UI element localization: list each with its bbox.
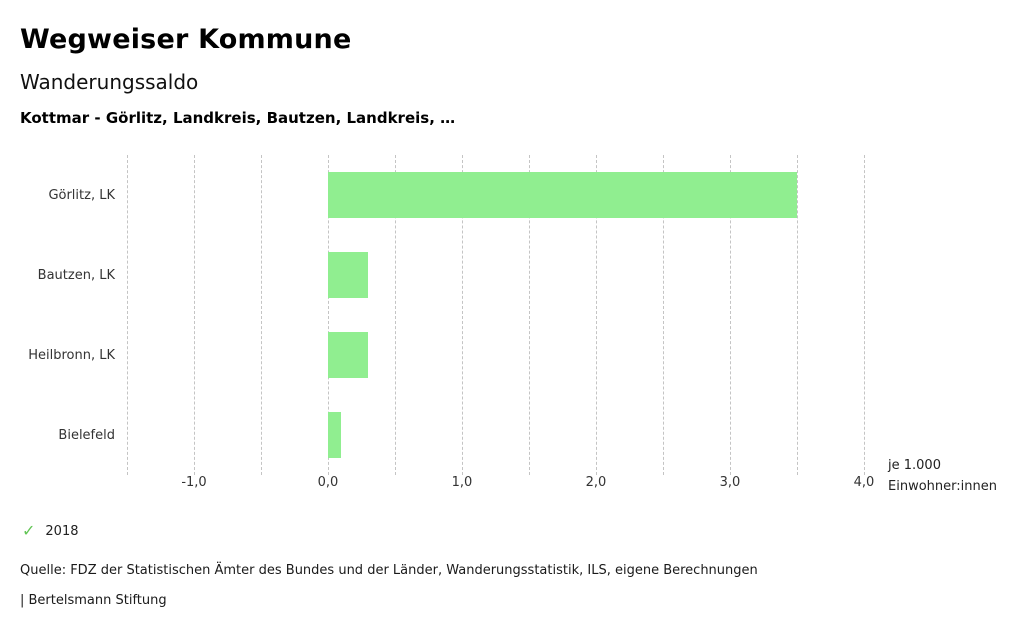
bar[interactable] <box>328 412 342 458</box>
check-icon[interactable]: ✓ <box>22 521 36 540</box>
gridline <box>261 155 262 475</box>
gridline <box>194 155 195 475</box>
gridline <box>663 155 664 475</box>
chart-title: Wanderungssaldo <box>20 70 199 94</box>
legend: ✓ 2018 <box>22 523 1004 539</box>
grid-layer <box>127 155 865 475</box>
gridline <box>730 155 731 475</box>
gridline <box>462 155 463 475</box>
category-label: Bautzen, LK <box>37 267 115 283</box>
gridline <box>328 155 329 475</box>
legend-year-label[interactable]: 2018 <box>45 523 79 539</box>
bar-track <box>127 332 864 378</box>
chart-row: Bautzen, LK <box>20 235 1004 315</box>
gridline <box>596 155 597 475</box>
x-tick-label: 0,0 <box>317 475 339 490</box>
axis-unit-line1: je 1.000 <box>888 458 941 473</box>
bar-chart: Görlitz, LK Bautzen, LK Heilbronn, LK Biele… <box>20 155 1004 505</box>
gridline <box>797 155 798 475</box>
x-tick-label: -1,0 <box>181 475 207 490</box>
chart-row: Görlitz, LK <box>20 155 1004 235</box>
axis-unit-line2: Einwohner:innen <box>888 479 997 494</box>
bar-track <box>127 412 864 458</box>
bar[interactable] <box>328 172 797 218</box>
gridline <box>864 155 865 475</box>
chart-row: Heilbronn, LK <box>20 315 1004 395</box>
category-label: Heilbronn, LK <box>28 347 115 363</box>
chart-rows: Görlitz, LK Bautzen, LK Heilbronn, LK Biele… <box>20 155 1004 475</box>
gridline <box>395 155 396 475</box>
source-text: Quelle: FDZ der Statistischen Ämter des … <box>20 563 758 578</box>
chart-selection-subtitle: Kottmar - Görlitz, Landkreis, Bautzen, L… <box>20 109 456 127</box>
category-label: Görlitz, LK <box>48 187 115 203</box>
x-tick-label: 4,0 <box>853 475 875 490</box>
branding-text: | Bertelsmann Stiftung <box>20 593 167 608</box>
gridline <box>127 155 128 475</box>
page-title: Wegweiser Kommune <box>20 24 352 55</box>
x-axis-ticks: -1,0 0,0 1,0 2,0 3,0 4,0 <box>127 475 874 491</box>
bar-track <box>127 172 864 218</box>
gridline <box>529 155 530 475</box>
axis-unit-label: je 1.000 Einwohner:innen <box>888 455 1024 497</box>
x-tick-label: 2,0 <box>585 475 607 490</box>
x-tick-label: 3,0 <box>719 475 741 490</box>
bar-track <box>127 252 864 298</box>
category-label: Bielefeld <box>58 427 115 443</box>
x-tick-label: 1,0 <box>451 475 473 490</box>
bar[interactable] <box>328 252 369 298</box>
chart-row: Bielefeld <box>20 395 1004 475</box>
bar[interactable] <box>328 332 369 378</box>
